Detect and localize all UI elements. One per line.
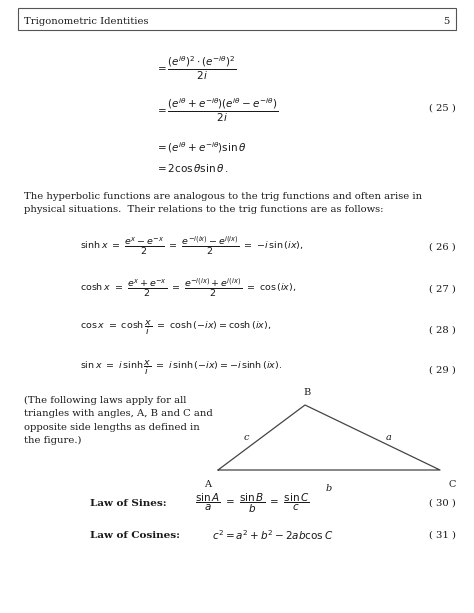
Text: Trigonometric Identities: Trigonometric Identities	[24, 17, 148, 26]
Text: Law of Cosines:: Law of Cosines:	[90, 530, 180, 539]
Text: ( 25 ): ( 25 )	[429, 104, 456, 113]
Text: $\mathrm{cosh}\, x\ =\ \dfrac{e^x + e^{-x}}{2}\ =\ \dfrac{e^{-i(ix)} + e^{i(ix)}: $\mathrm{cosh}\, x\ =\ \dfrac{e^x + e^{-…	[80, 276, 296, 299]
Text: $= \dfrac{(e^{i\theta} + e^{-i\theta})(e^{i\theta} - e^{-i\theta})}{2i}$: $= \dfrac{(e^{i\theta} + e^{-i\theta})(e…	[155, 97, 278, 124]
Text: $= \dfrac{\left(e^{i\theta}\right)^{2} \cdot \left(e^{-i\theta}\right)^{2}}{2i}$: $= \dfrac{\left(e^{i\theta}\right)^{2} \…	[155, 55, 237, 82]
Text: Law of Sines:: Law of Sines:	[90, 498, 167, 508]
Text: C: C	[448, 480, 456, 489]
Text: 5: 5	[444, 17, 450, 26]
Text: ( 27 ): ( 27 )	[429, 284, 456, 294]
Text: $\mathrm{cos}\, x\ =\ \mathrm{cosh}\,\dfrac{x}{i}\ =\ \mathrm{cosh}\,(-ix) = \ma: $\mathrm{cos}\, x\ =\ \mathrm{cosh}\,\df…	[80, 318, 271, 337]
Text: $\mathrm{sinh}\, x\ =\ \dfrac{e^x - e^{-x}}{2}\ =\ \dfrac{e^{-i(ix)} - e^{i(ix)}: $\mathrm{sinh}\, x\ =\ \dfrac{e^x - e^{-…	[80, 234, 304, 257]
Text: ( 28 ): ( 28 )	[429, 326, 456, 335]
Text: b: b	[326, 484, 332, 493]
Text: $\mathrm{sin}\, x\ =\ i\,\mathrm{sinh}\,\dfrac{x}{i}\ =\ i\,\mathrm{sinh}\,(-ix): $\mathrm{sin}\, x\ =\ i\,\mathrm{sinh}\,…	[80, 358, 282, 377]
Text: B: B	[303, 388, 310, 397]
Text: $c^2 = a^2 + b^2 - 2ab\cos C$: $c^2 = a^2 + b^2 - 2ab\cos C$	[212, 528, 333, 542]
Text: $= 2\cos\theta\sin\theta\,.$: $= 2\cos\theta\sin\theta\,.$	[155, 162, 228, 174]
Text: (The following laws apply for all
triangles with angles, A, B and C and
opposite: (The following laws apply for all triang…	[24, 396, 213, 445]
Text: ( 26 ): ( 26 )	[429, 243, 456, 251]
Text: ( 31 ): ( 31 )	[429, 530, 456, 539]
Text: c: c	[244, 433, 249, 441]
Text: $\dfrac{\sin A}{a}\ =\ \dfrac{\sin B}{b}\ =\ \dfrac{\sin C}{c}$: $\dfrac{\sin A}{a}\ =\ \dfrac{\sin B}{b}…	[195, 492, 310, 515]
Text: ( 29 ): ( 29 )	[429, 365, 456, 375]
Bar	[18, 8, 456, 30]
Text: A: A	[204, 480, 211, 489]
Text: ( 30 ): ( 30 )	[429, 498, 456, 508]
Text: $= (e^{i\theta} + e^{-i\theta})\sin\theta$: $= (e^{i\theta} + e^{-i\theta})\sin\thet…	[155, 140, 246, 155]
Text: a: a	[386, 433, 392, 441]
Text: The hyperbolic functions are analogous to the trig functions and often arise in
: The hyperbolic functions are analogous t…	[24, 192, 422, 214]
